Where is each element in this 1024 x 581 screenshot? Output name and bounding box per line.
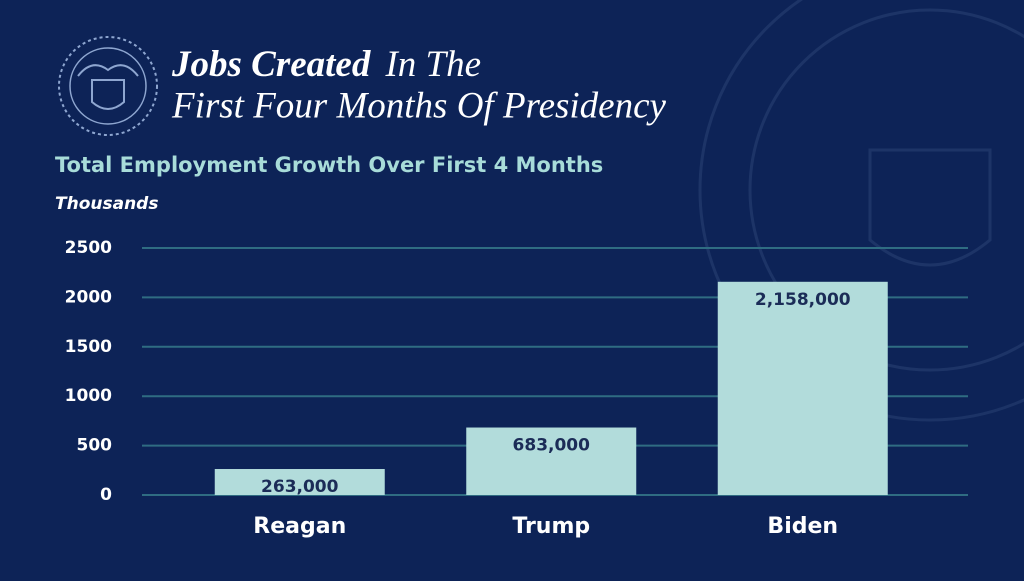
y-tick-label: 500 xyxy=(77,436,113,456)
title-bold: Jobs Created xyxy=(171,44,371,85)
seal xyxy=(58,36,158,136)
bar xyxy=(214,469,385,495)
y-tick-label: 1000 xyxy=(65,386,112,406)
y-axis-label: Thousands xyxy=(55,194,158,214)
chart-title: Jobs Created In The xyxy=(171,44,481,85)
y-tick-label: 0 xyxy=(100,485,112,505)
bar xyxy=(466,427,637,495)
value-label: 2,158,000 xyxy=(755,290,851,310)
title-part: In The xyxy=(384,44,481,85)
y-tick-label: 1500 xyxy=(65,337,112,357)
title-line: First Four Months Of Presidency xyxy=(171,85,667,126)
y-tick-label: 2500 xyxy=(65,238,112,258)
x-tick-label: Trump xyxy=(512,514,590,539)
value-label: 683,000 xyxy=(513,436,591,456)
bar xyxy=(717,281,888,495)
x-tick-label: Reagan xyxy=(253,514,346,539)
y-tick-label: 2000 xyxy=(65,287,112,307)
value-label: 263,000 xyxy=(261,477,339,497)
subtitle: Total Employment Growth Over First 4 Mon… xyxy=(55,153,603,177)
x-tick-label: Biden xyxy=(767,514,838,539)
